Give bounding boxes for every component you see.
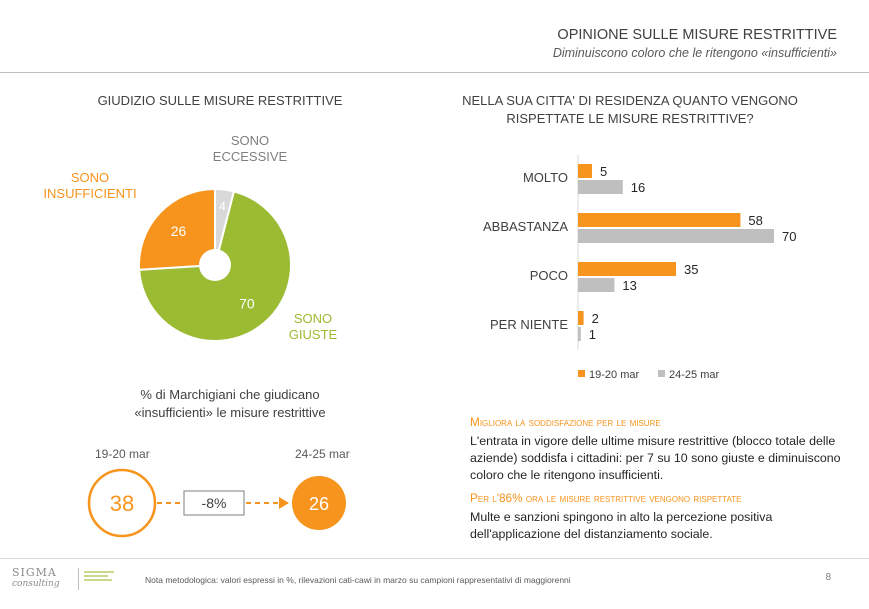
legend-label: 19-20 mar: [589, 369, 639, 381]
logo-divider: [78, 568, 79, 590]
header-divider: [0, 72, 869, 73]
kpi-title-line1: % di Marchigiani che giudicano: [140, 387, 320, 402]
kpi-graphic: 38 -8% 26: [87, 468, 346, 538]
kpi-title: % di Marchigiani che giudicano «insuffic…: [110, 386, 350, 422]
logo-tagline-mark: [84, 569, 120, 589]
bar: [578, 262, 676, 276]
page-title: OPINIONE SULLE MISURE RESTRITTIVE: [557, 27, 837, 43]
bar-value-label: 13: [622, 278, 636, 293]
bar-value-label: 16: [631, 180, 645, 195]
bar: [578, 278, 615, 292]
bar-category-label: MOLTO: [523, 170, 568, 185]
note-2-body: Multe e sanzioni spingono in alto la per…: [470, 510, 773, 541]
kpi-from-circle: [87, 468, 157, 538]
bar: [578, 213, 741, 227]
kpi-to-circle: [292, 476, 346, 530]
bar-category-label: POCO: [530, 268, 568, 283]
sigma-logo: SIGMA consulting: [12, 566, 60, 589]
pie-value-label: 70: [239, 296, 255, 312]
pie-hole: [199, 249, 231, 281]
kpi-to-value: 26: [309, 494, 329, 514]
pie-value-label: 26: [171, 223, 187, 239]
legend-swatch: [578, 370, 585, 377]
pie-chart: 70 26 4: [138, 187, 292, 342]
bar: [578, 327, 581, 341]
kpi-from-value: 38: [110, 491, 134, 516]
kpi-delta: -8%: [202, 495, 227, 511]
logo-sub-text: consulting: [12, 579, 60, 589]
page-number: 8: [825, 572, 831, 583]
methodology-note: Nota metodologica: valori espressi in %,…: [145, 575, 571, 585]
bar-value-label: 5: [600, 164, 607, 179]
bar: [578, 164, 592, 178]
note-1-body: L'entrata in vigore delle ultime misure …: [470, 434, 841, 482]
bar-category-label: ABBASTANZA: [483, 219, 568, 234]
pie-slice: [138, 187, 216, 271]
pie-label-eccessive: SONO ECCESSIVE: [212, 133, 288, 164]
logo-main-text: SIGMA: [12, 566, 57, 579]
notes-panel: Migliora la soddisfazione per le misure …: [470, 414, 850, 549]
pie-chart-title: GIUDIZIO SULLE MISURE RESTRITTIVE: [97, 93, 343, 108]
note-2-heading: Per l'86% ora le misure restrittive veng…: [470, 491, 742, 505]
legend-label: 24-25 mar: [669, 369, 719, 381]
pie-label-insufficienti: SONO INSUFFICIENTI: [43, 170, 137, 201]
bar-category-label: PER NIENTE: [490, 317, 568, 332]
bar: [578, 229, 774, 243]
note-1-heading: Migliora la soddisfazione per le misure: [470, 415, 661, 429]
bar-chart-title: NELLA SUA CITTA' DI RESIDENZA QUANTO VEN…: [462, 93, 798, 126]
legend-swatch: [658, 370, 665, 377]
footer-divider: [0, 558, 869, 559]
pie-slice: [214, 187, 236, 266]
kpi-to-date: 24-25 mar: [295, 447, 350, 461]
bar: [578, 311, 584, 325]
bar-value-label: 2: [592, 311, 599, 326]
pie-label-giuste: SONO GIUSTE: [288, 311, 338, 342]
page-subtitle: Diminuiscono coloro che le ritengono «in…: [552, 46, 837, 60]
kpi-title-line2: «insufficienti» le misure restrittive: [134, 405, 326, 420]
bar-value-label: 35: [684, 262, 698, 277]
bar-value-label: 1: [589, 327, 596, 342]
kpi-arrow-head: [279, 497, 289, 509]
bar-chart: MOLTO 5 16 ABBASTANZA 58 70 POCO 35 13 PER NIENTE…: [483, 155, 796, 381]
bar: [578, 180, 623, 194]
bar-value-label: 70: [782, 229, 796, 244]
kpi-from-date: 19-20 mar: [95, 447, 150, 461]
bar-value-label: 58: [748, 213, 762, 228]
pie-value-label: 4: [219, 199, 226, 213]
kpi-delta-box: [183, 490, 245, 516]
